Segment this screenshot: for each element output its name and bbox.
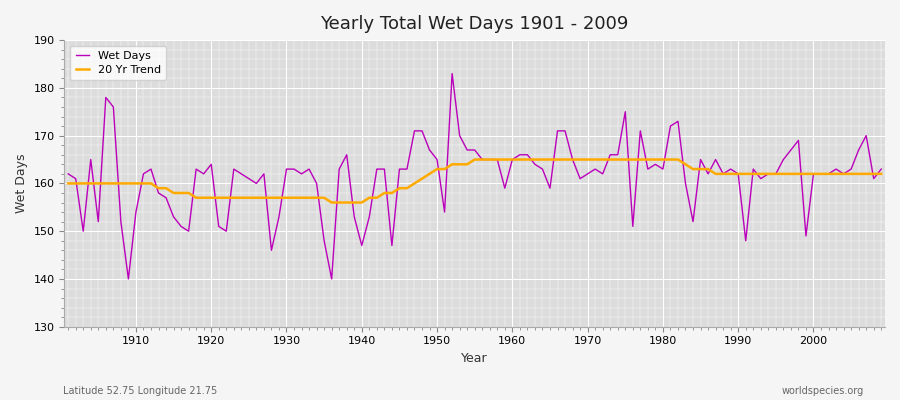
Wet Days: [515, 152, 526, 157]
Wet Days: [612, 152, 623, 157]
Line: 20 Yr Trend: 20 Yr Trend: [68, 160, 881, 202]
20 Yr Trend: [515, 157, 526, 162]
Legend: Wet Days, 20 Yr Trend: Wet Days, 20 Yr Trend: [70, 46, 166, 80]
Wet Days: [341, 152, 352, 157]
Wet Days: [123, 276, 134, 281]
20 Yr Trend: [522, 157, 533, 162]
Text: Latitude 52.75 Longitude 21.75: Latitude 52.75 Longitude 21.75: [63, 386, 217, 396]
Wet Days: [876, 167, 886, 172]
20 Yr Trend: [327, 200, 338, 205]
Text: worldspecies.org: worldspecies.org: [782, 386, 864, 396]
20 Yr Trend: [612, 157, 623, 162]
Wet Days: [296, 172, 307, 176]
20 Yr Trend: [289, 195, 300, 200]
Y-axis label: Wet Days: Wet Days: [15, 154, 28, 213]
X-axis label: Year: Year: [462, 352, 488, 365]
Wet Days: [63, 172, 74, 176]
Title: Yearly Total Wet Days 1901 - 2009: Yearly Total Wet Days 1901 - 2009: [320, 15, 629, 33]
20 Yr Trend: [63, 181, 74, 186]
Wet Days: [446, 71, 457, 76]
20 Yr Trend: [876, 172, 886, 176]
Line: Wet Days: Wet Days: [68, 74, 881, 279]
20 Yr Trend: [341, 200, 352, 205]
Wet Days: [522, 152, 533, 157]
20 Yr Trend: [469, 157, 480, 162]
Wet Days: [130, 210, 141, 214]
20 Yr Trend: [123, 181, 134, 186]
